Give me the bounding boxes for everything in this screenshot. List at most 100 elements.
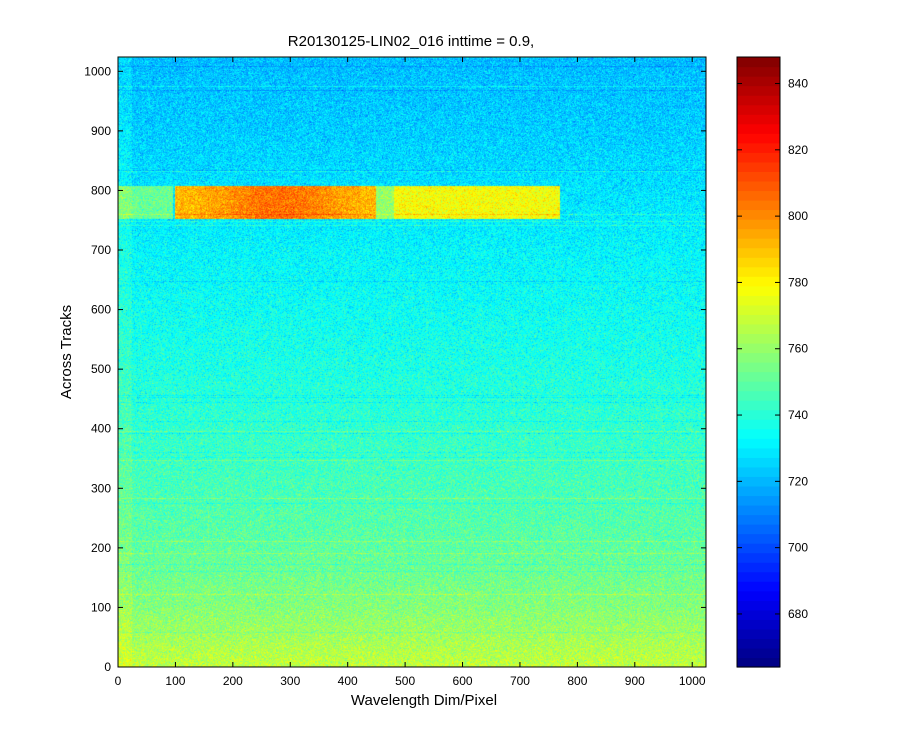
colorbar-cell (737, 123, 780, 134)
y-tick-label: 500 (91, 362, 111, 376)
colorbar-cell (737, 161, 780, 172)
y-axis: 0 100 200 300 400 500 600 700 800 900 1000 (84, 64, 706, 674)
colorbar-cell (737, 381, 780, 392)
colorbar-cell (737, 485, 780, 497)
colorbar-cell (737, 247, 780, 258)
colorbar-cell (737, 228, 780, 239)
y-tick-label: 1000 (84, 64, 111, 78)
colorbar-cell (737, 104, 780, 115)
colorbar-cell (737, 76, 780, 87)
colorbar-cell (737, 428, 780, 439)
colorbar-cell (737, 180, 780, 192)
y-tick-label: 300 (91, 481, 111, 495)
colorbar-cell (737, 314, 780, 325)
colorbar-tick-label: 680 (788, 607, 808, 621)
colorbar-cell (737, 362, 780, 373)
heatmap-image (118, 57, 706, 667)
colorbar-cell (737, 457, 780, 468)
colorbar-cell (737, 647, 780, 659)
x-tick-label: 500 (395, 674, 415, 688)
colorbar-cell (737, 552, 780, 563)
colorbar-cell (737, 266, 780, 277)
colorbar-tick-label: 720 (788, 474, 808, 488)
colorbar-cell (737, 514, 780, 525)
colorbar-cell (737, 114, 780, 125)
colorbar-cell (737, 504, 780, 516)
colorbar-cell (737, 257, 780, 268)
colorbar-cell (737, 95, 780, 106)
x-tick-label: 700 (510, 674, 530, 688)
y-tick-label: 600 (91, 303, 111, 317)
colorbar-cell (737, 619, 780, 630)
colorbar-tick-label: 820 (788, 143, 808, 157)
colorbar-cell (737, 199, 780, 211)
x-tick-label: 300 (280, 674, 300, 688)
x-tick-label: 1000 (679, 674, 706, 688)
x-tick-label: 200 (223, 674, 243, 688)
colorbar-cell (737, 57, 780, 68)
colorbar-cell (737, 571, 780, 582)
colorbar-cell (737, 333, 780, 344)
x-tick-label: 900 (625, 674, 645, 688)
colorbar-cell (737, 628, 780, 640)
colorbar-cell (737, 533, 780, 544)
colorbar-tick-label: 760 (788, 342, 808, 356)
colorbar-cell (737, 285, 780, 296)
x-axis: 0 100 200 300 400 500 600 700 800 900 1000 (115, 57, 706, 688)
colorbar-tick-label: 840 (788, 77, 808, 91)
colorbar-cell (737, 209, 780, 220)
colorbar-cell (737, 371, 780, 382)
colorbar-cell (737, 609, 780, 620)
colorbar-cell (737, 238, 780, 249)
y-tick-label: 100 (91, 600, 111, 614)
colorbar-cell (737, 447, 780, 458)
colorbar-cell (737, 295, 780, 306)
colorbar-cell (737, 581, 780, 592)
colorbar-cell (737, 466, 780, 477)
colorbar-cell (737, 390, 780, 401)
x-tick-label: 400 (338, 674, 358, 688)
plot-frame (117, 56, 707, 668)
x-tick-label: 0 (115, 674, 122, 688)
colorbar-cell (737, 600, 780, 611)
colorbar-cell (737, 524, 780, 535)
x-tick-label: 100 (165, 674, 185, 688)
colorbar-cell (737, 657, 780, 668)
colorbar-cell (737, 133, 780, 144)
y-tick-label: 0 (104, 660, 111, 674)
colorbar-cell (737, 419, 780, 430)
colorbar-cell (737, 438, 780, 449)
colorbar-tick-label: 740 (788, 408, 808, 422)
colorbar-cell (737, 638, 780, 649)
colorbar-tick-label: 800 (788, 209, 808, 223)
y-axis-label: Across Tracks (58, 305, 75, 399)
colorbar-cell (737, 276, 780, 287)
colorbar-cell (737, 304, 780, 315)
colorbar-cell (737, 342, 780, 354)
heatmap-plot-area (117, 56, 707, 668)
colorbar-cell (737, 476, 780, 487)
colorbar-cell (737, 190, 780, 201)
colorbar-cell (737, 400, 780, 411)
colorbar: 680 700 720 740 760 780 800 820 840 (736, 56, 808, 668)
colorbar-cell (737, 219, 780, 230)
y-tick-label: 700 (91, 243, 111, 257)
colorbar-axis: 680 700 720 740 760 780 800 820 840 (737, 77, 808, 621)
x-tick-label: 800 (567, 674, 587, 688)
y-tick-label: 200 (91, 541, 111, 555)
colorbar-cell (737, 495, 780, 506)
colorbar-strip (737, 57, 780, 668)
colorbar-tick-label: 780 (788, 275, 808, 289)
y-tick-label: 400 (91, 422, 111, 436)
x-tick-label: 600 (453, 674, 473, 688)
colorbar-cell (737, 323, 780, 335)
colorbar-frame (736, 56, 781, 668)
colorbar-cell (737, 171, 780, 182)
y-tick-label: 800 (91, 183, 111, 197)
chart-title: R20130125-LIN02_016 inttime = 0.9, (288, 33, 534, 50)
colorbar-cell (737, 543, 780, 554)
colorbar-cell (737, 152, 780, 163)
colorbar-cell (737, 590, 780, 601)
colorbar-cell (737, 85, 780, 96)
